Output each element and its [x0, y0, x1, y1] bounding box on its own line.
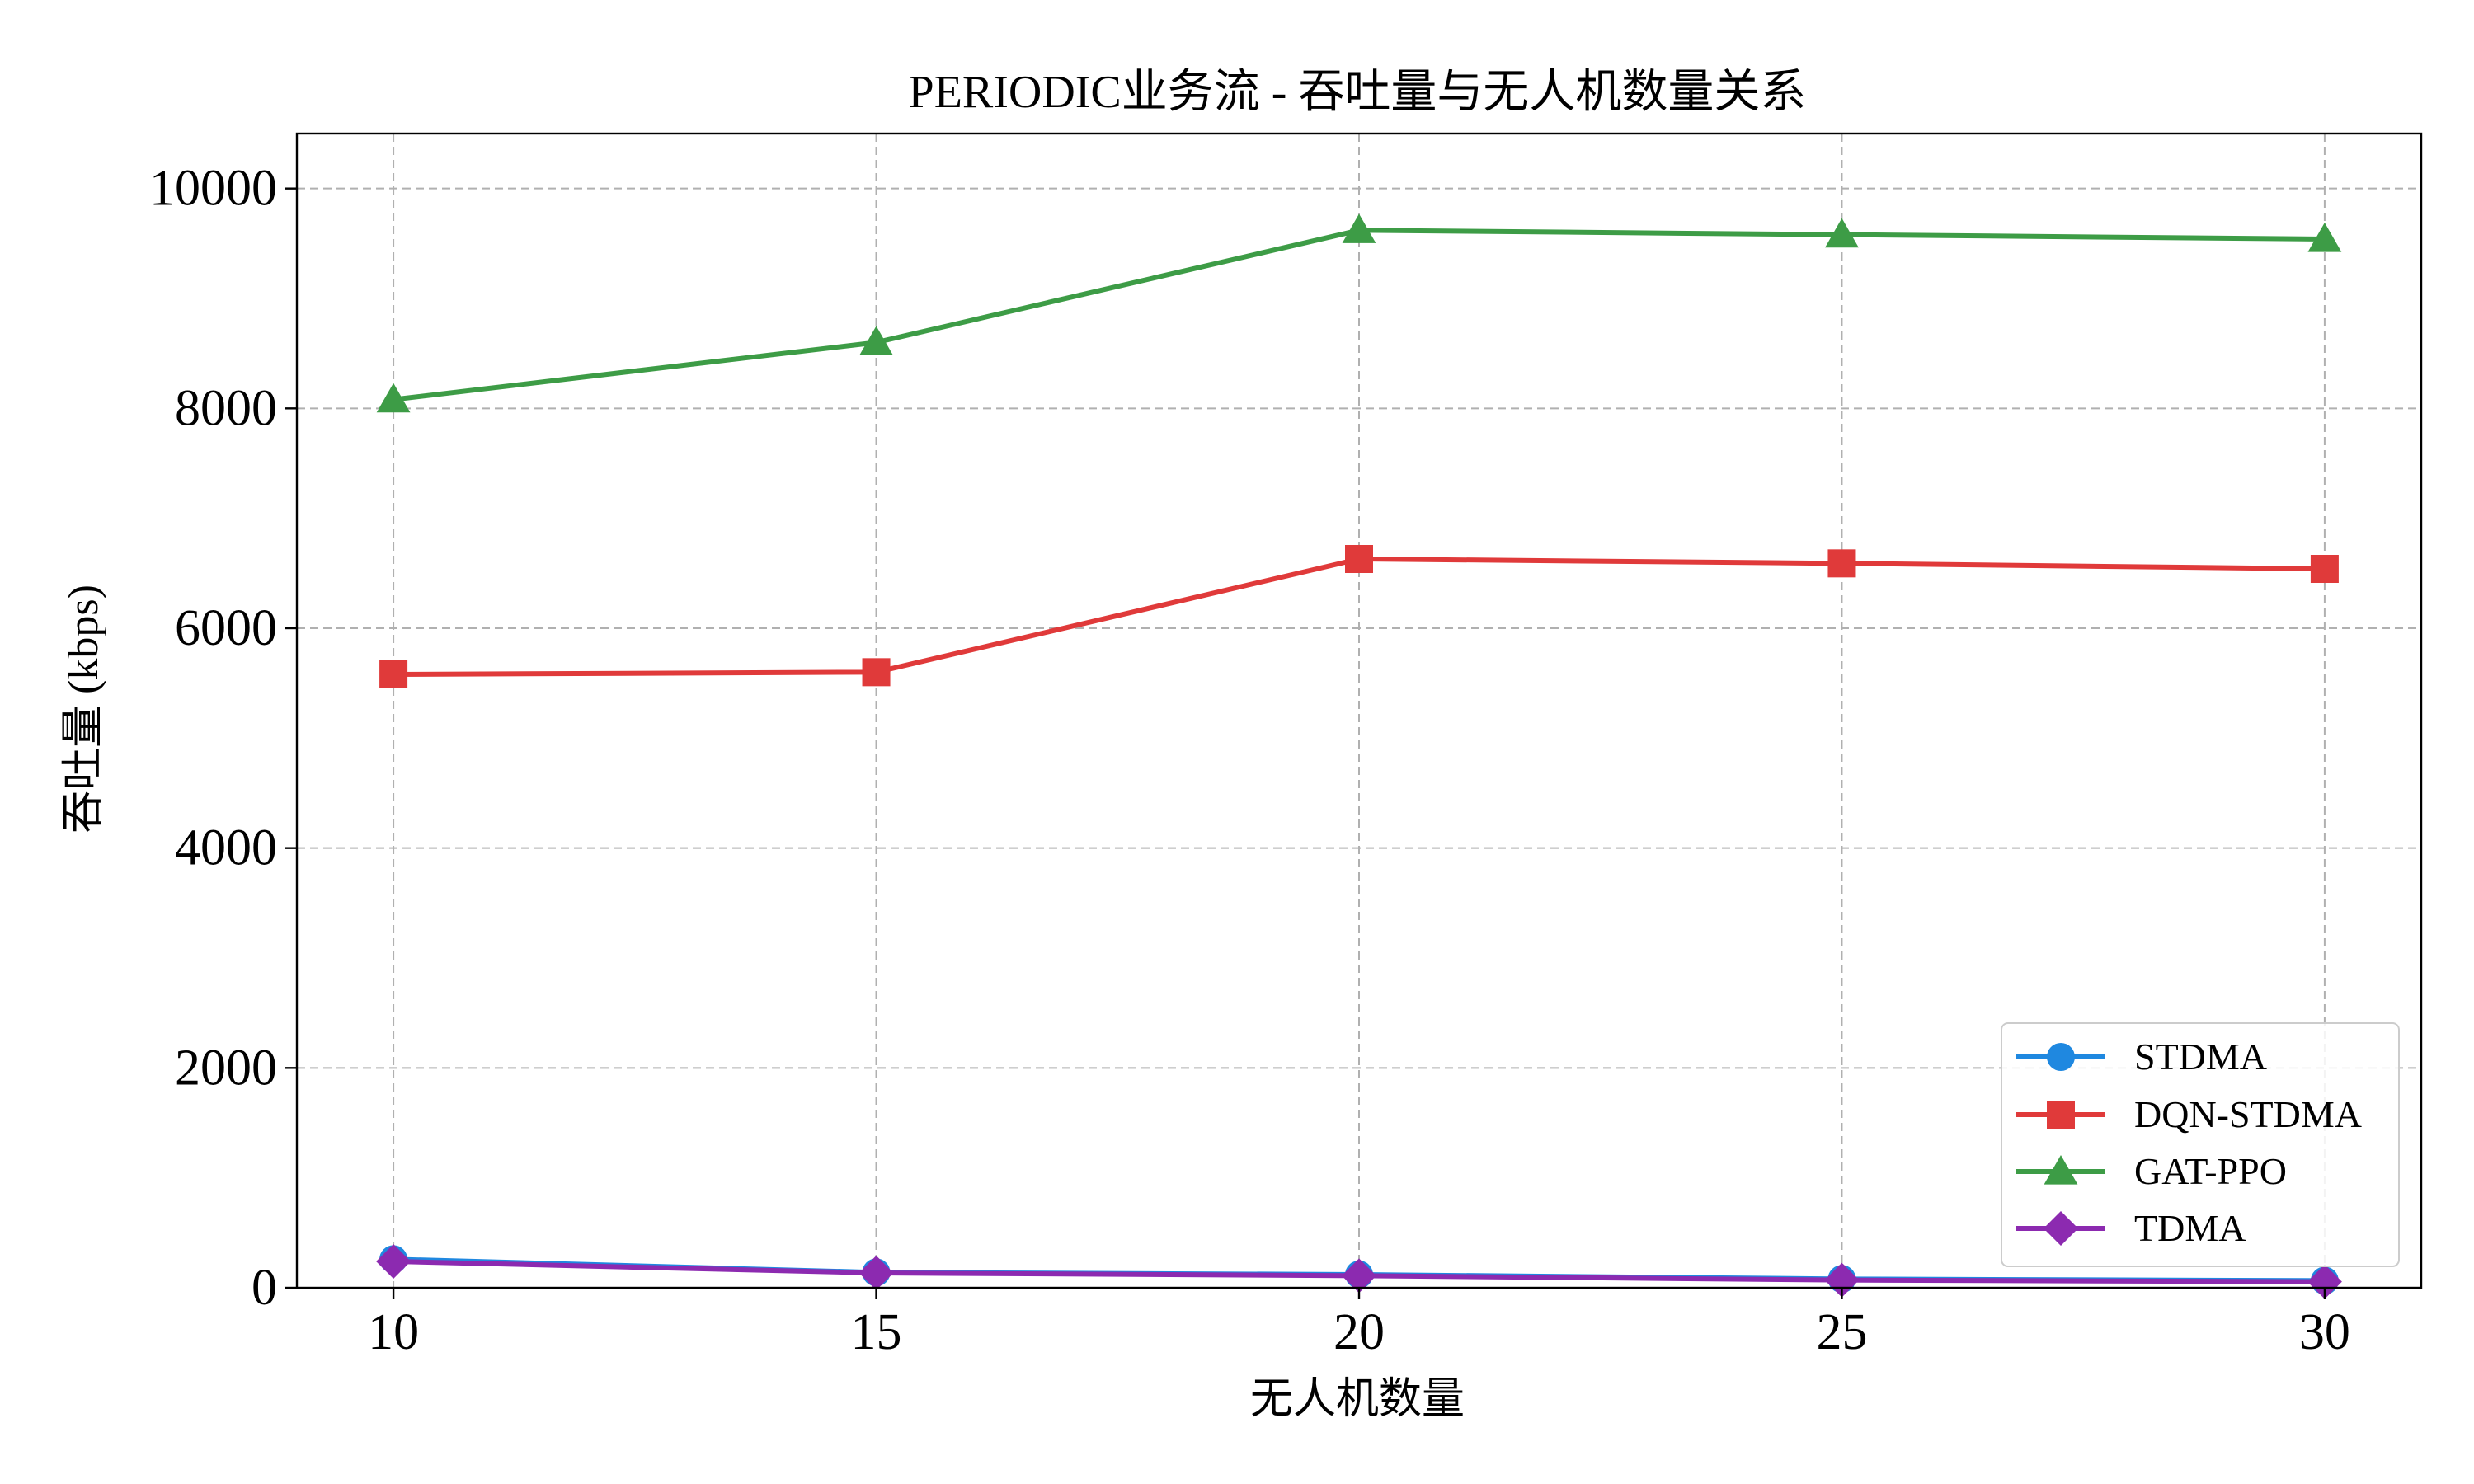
series-gat-ppo [376, 214, 2342, 413]
legend-label: DQN-STDMA [2134, 1093, 2362, 1135]
data-point [1345, 545, 1373, 573]
data-point [1827, 549, 1856, 578]
y-tick-label: 10000 [149, 161, 277, 217]
x-tick-label: 20 [1333, 1304, 1385, 1360]
legend-marker [2044, 1211, 2078, 1246]
legend: STDMA DQN-STDMA GAT-PPO TDMA [2001, 1022, 2400, 1267]
data-point [379, 660, 408, 688]
y-axis-label: 吞吐量 (kbps) [60, 585, 107, 834]
legend-label: TDMA [2134, 1207, 2246, 1249]
y-tick-label: 4000 [175, 820, 277, 876]
y-tick-label: 8000 [175, 380, 277, 436]
legend-item: TDMA [2016, 1207, 2246, 1249]
data-point [1342, 1258, 1376, 1294]
x-axis: 10 15 20 25 30 [368, 1288, 2350, 1360]
legend-label: STDMA [2134, 1036, 2267, 1078]
y-tick-label: 0 [252, 1260, 277, 1316]
data-point [2307, 223, 2342, 252]
legend-item: DQN-STDMA [2016, 1093, 2362, 1135]
legend-label: GAT-PPO [2134, 1150, 2287, 1192]
x-tick-label: 30 [2299, 1304, 2350, 1360]
legend-marker [2047, 1043, 2075, 1071]
x-axis-label: 无人机数量 [1250, 1376, 1465, 1423]
series-layer [376, 214, 2342, 1299]
y-axis: 0 2000 4000 6000 8000 10000 [149, 161, 297, 1316]
legend-item: GAT-PPO [2016, 1150, 2287, 1192]
data-point [858, 1256, 894, 1290]
y-tick-label: 6000 [175, 600, 277, 656]
data-point [859, 326, 893, 355]
x-tick-label: 15 [851, 1304, 902, 1360]
data-point [862, 658, 891, 687]
chart-title: PERIODIC业务流 - 吞吐量与无人机数量关系 [909, 67, 1807, 118]
legend-marker [2047, 1101, 2075, 1129]
data-point [376, 1244, 412, 1279]
data-point [2307, 1264, 2342, 1299]
series-dqn-stdma [379, 545, 2339, 688]
x-tick-label: 25 [1816, 1304, 1867, 1360]
data-point [376, 383, 411, 413]
legend-box [2001, 1022, 2400, 1267]
data-point [2310, 555, 2339, 583]
legend-item: STDMA [2016, 1036, 2267, 1078]
y-tick-label: 2000 [175, 1040, 277, 1096]
data-point [1342, 214, 1376, 243]
x-tick-label: 10 [368, 1304, 419, 1360]
legend-marker [2044, 1155, 2078, 1185]
data-point [1825, 218, 1859, 248]
